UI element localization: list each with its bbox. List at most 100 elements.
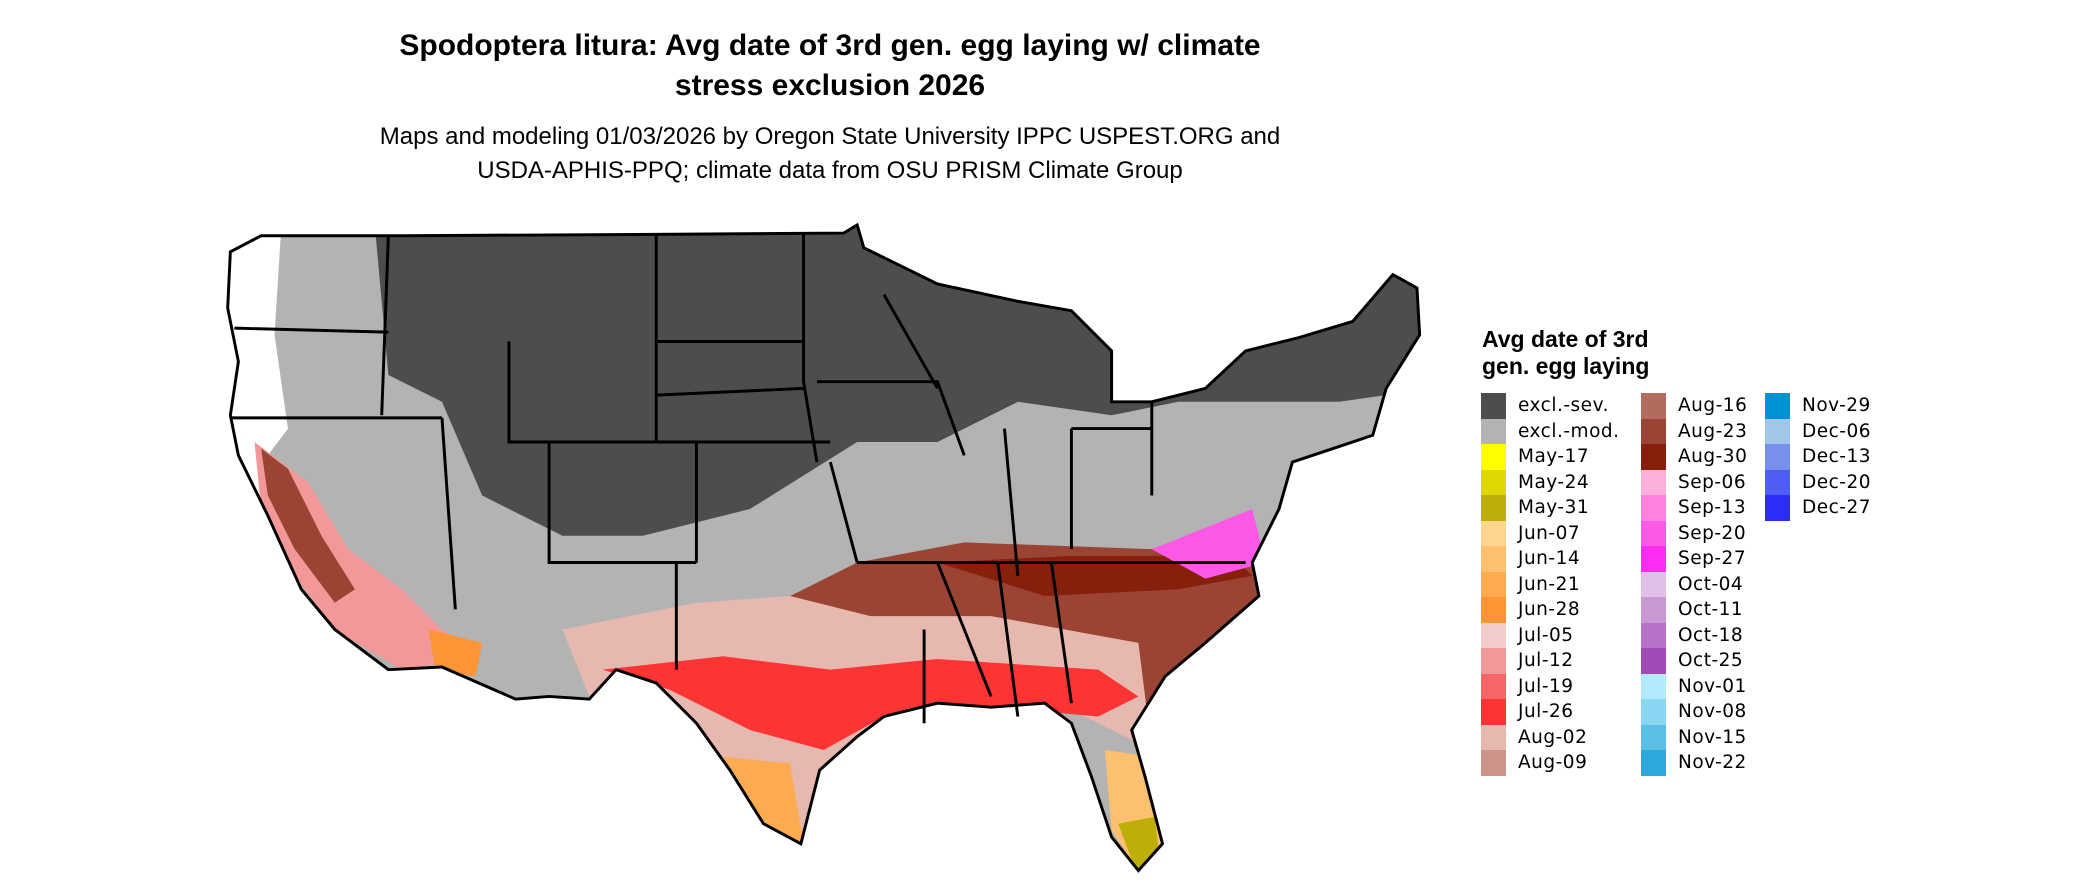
legend-item: Sep-20	[1641, 520, 1747, 546]
legend-swatch	[1481, 495, 1506, 521]
legend-title-line2: gen. egg laying	[1482, 353, 1650, 379]
legend-label: Sep-06	[1678, 471, 1747, 493]
legend-item: Nov-15	[1641, 724, 1747, 750]
legend-item: Jul-19	[1481, 673, 1574, 699]
legend-swatch	[1641, 622, 1666, 648]
legend-label: May-31	[1518, 497, 1590, 519]
legend-item: Oct-25	[1641, 648, 1743, 674]
legend-label: May-24	[1518, 471, 1590, 493]
legend-item: excl.-mod.	[1481, 418, 1620, 444]
legend-item: Jun-14	[1481, 546, 1580, 572]
legend-swatch	[1481, 699, 1506, 725]
legend-item: May-17	[1481, 444, 1589, 470]
legend-label: excl.-sev.	[1518, 395, 1609, 417]
legend-item: Aug-09	[1481, 750, 1587, 776]
legend-label: excl.-mod.	[1518, 420, 1620, 442]
legend-swatch	[1765, 469, 1790, 495]
legend-item: Sep-06	[1641, 469, 1747, 495]
legend-label: Dec-06	[1802, 420, 1872, 442]
legend-item: Aug-02	[1481, 724, 1588, 750]
legend-swatch	[1765, 444, 1790, 470]
legend-swatch	[1481, 418, 1506, 444]
legend-item: May-31	[1481, 495, 1589, 521]
legend-label: Aug-23	[1678, 420, 1748, 442]
legend-swatch	[1641, 520, 1666, 546]
legend-swatch	[1481, 724, 1506, 750]
legend-label: Dec-20	[1802, 471, 1872, 493]
legend-item: Aug-23	[1641, 418, 1748, 444]
legend-item: Jun-21	[1481, 571, 1580, 597]
legend-label: Jul-19	[1518, 675, 1574, 697]
legend-swatch	[1765, 495, 1790, 521]
legend-label: Oct-18	[1678, 624, 1744, 646]
legend-label: Aug-09	[1518, 752, 1588, 774]
legend-item: Oct-04	[1641, 571, 1744, 597]
legend-item: Nov-01	[1641, 673, 1747, 699]
legend-swatch	[1481, 469, 1506, 495]
state-borders	[226, 223, 1422, 873]
legend-swatch	[1481, 444, 1506, 470]
legend-label: Nov-22	[1678, 752, 1747, 774]
legend-swatch	[1641, 750, 1666, 776]
legend-item: Aug-30	[1641, 444, 1747, 470]
legend-label: Sep-13	[1678, 497, 1747, 519]
legend-label: Jun-14	[1518, 548, 1581, 570]
map-title-line1: Spodoptera litura: Avg date of 3rd gen. …	[399, 29, 1261, 62]
legend-swatch	[1641, 571, 1666, 597]
jun-21-texas	[723, 756, 804, 844]
legend-swatch	[1481, 597, 1506, 623]
legend-swatch	[1765, 393, 1790, 419]
legend-swatch	[1481, 546, 1506, 572]
legend-label: Jun-28	[1518, 599, 1581, 621]
legend-item: Sep-27	[1641, 546, 1746, 572]
legend-label: Jun-07	[1518, 522, 1581, 544]
legend-label: Aug-16	[1678, 395, 1748, 417]
legend-item: Sep-13	[1641, 495, 1746, 521]
legend-label: Dec-13	[1802, 446, 1872, 468]
legend-label: Oct-25	[1678, 650, 1744, 672]
legend-label: Jul-26	[1518, 701, 1574, 723]
legend-item: Dec-20	[1765, 469, 1872, 495]
legend-label: Jul-05	[1518, 624, 1574, 646]
legend-label: Nov-29	[1802, 395, 1871, 417]
jul-26-band	[602, 656, 1139, 751]
aug-23-california	[261, 448, 355, 603]
legend-swatch	[1641, 648, 1666, 674]
jul-12-southwest	[254, 441, 483, 670]
legend-label: Aug-02	[1518, 726, 1588, 748]
legend-item: Jun-07	[1481, 520, 1581, 546]
legend-item: Nov-29	[1765, 393, 1871, 419]
legend-label: Oct-04	[1678, 573, 1744, 595]
legend-swatch	[1481, 648, 1506, 674]
legend-label: Aug-30	[1678, 446, 1748, 468]
legend-item: excl.-sev.	[1481, 393, 1609, 419]
legend-swatch	[1641, 393, 1666, 419]
legend-item: Jul-05	[1481, 622, 1574, 648]
jun-28-arizona	[428, 629, 483, 677]
legend-label: Sep-27	[1678, 548, 1747, 570]
legend-title: Avg date of 3rd gen. egg laying	[1482, 326, 1649, 380]
legend-item: Aug-16	[1641, 393, 1747, 419]
legend-item: Dec-27	[1765, 495, 1871, 521]
legend-label: Nov-08	[1678, 701, 1747, 723]
legend-swatch	[1641, 673, 1666, 699]
legend-swatch	[1641, 444, 1666, 470]
legend-label: Sep-20	[1678, 522, 1747, 544]
legend-item: Oct-11	[1641, 597, 1743, 623]
legend-item: May-24	[1481, 469, 1590, 495]
legend-swatch	[1481, 750, 1506, 776]
legend-swatch	[1641, 699, 1666, 725]
legend-item: Nov-08	[1641, 699, 1747, 725]
map-subtitle-line1: Maps and modeling 01/03/2026 by Oregon S…	[379, 123, 1281, 150]
legend-swatch	[1765, 418, 1790, 444]
legend-swatch	[1641, 546, 1666, 572]
legend-title-line1: Avg date of 3rd	[1482, 326, 1649, 352]
legend-label: Jul-12	[1518, 650, 1574, 672]
legend-swatch	[1641, 724, 1666, 750]
legend-swatch	[1481, 673, 1506, 699]
legend-label: Dec-27	[1802, 497, 1872, 519]
legend-swatch	[1641, 418, 1666, 444]
legend-item: Jun-28	[1481, 597, 1580, 623]
legend-item: Oct-18	[1641, 622, 1744, 648]
